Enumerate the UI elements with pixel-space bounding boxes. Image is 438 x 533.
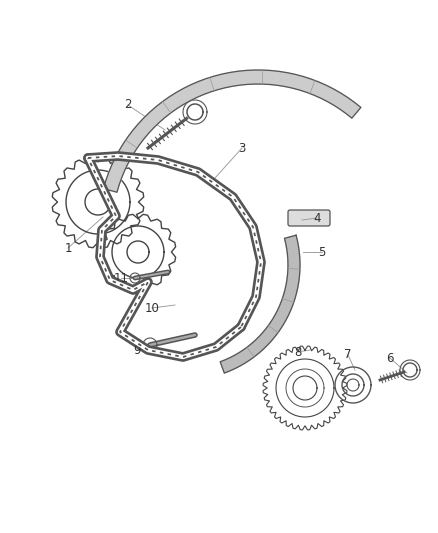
FancyBboxPatch shape — [288, 210, 330, 226]
Text: 10: 10 — [145, 302, 159, 314]
Text: 5: 5 — [318, 246, 326, 259]
Text: 8: 8 — [294, 345, 302, 359]
Polygon shape — [220, 235, 300, 373]
Text: 2: 2 — [124, 99, 132, 111]
Text: 4: 4 — [313, 212, 321, 224]
Text: 11: 11 — [113, 271, 128, 285]
Text: 9: 9 — [133, 343, 141, 357]
Text: 7: 7 — [344, 349, 352, 361]
Text: 6: 6 — [386, 351, 394, 365]
Polygon shape — [103, 70, 361, 192]
Text: 3: 3 — [238, 141, 246, 155]
Text: 1: 1 — [64, 241, 72, 254]
